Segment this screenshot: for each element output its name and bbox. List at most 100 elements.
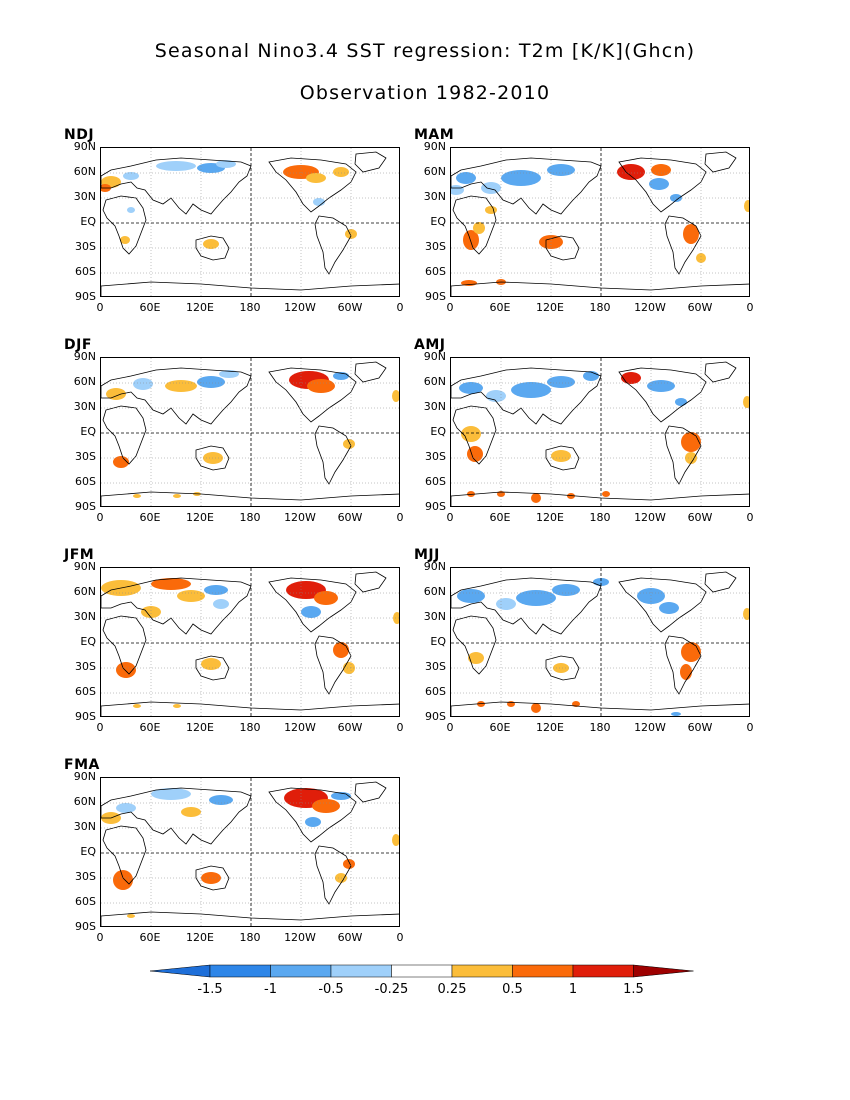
coastline [451, 281, 749, 296]
figure-title: Seasonal Nino3.4 SST regression: T2m [K/… [154, 40, 696, 62]
y-tick-label: 30N [73, 610, 96, 623]
map-jfm [101, 568, 399, 716]
y-tick-label: 30S [425, 660, 446, 673]
coastline [102, 405, 147, 465]
anomaly-patch [173, 704, 181, 708]
x-tick-label: 120W [634, 301, 666, 314]
x-tick-label: 0 [396, 721, 404, 734]
x-tick-label: 60E [139, 301, 161, 314]
y-tick-label: 90S [425, 500, 446, 513]
map-panel-djf: DJF 90N 60N 30N EQ 30S 60S 90S 0 60E 120E 180 120W 60… [64, 337, 404, 537]
anomaly-patch [649, 178, 669, 190]
y-tick-label: 90N [423, 560, 446, 573]
anomaly-patch [314, 591, 338, 605]
coastline [451, 367, 602, 425]
x-tick-label: 0 [746, 721, 754, 734]
colorbar-segment [572, 964, 634, 978]
y-tick-label: 60S [75, 265, 96, 278]
x-tick-label: 0 [96, 301, 104, 314]
x-tick-label: 60E [489, 301, 511, 314]
coastline [451, 577, 602, 635]
y-tick-label: EQ [430, 215, 446, 228]
anomaly-patch [696, 253, 706, 263]
colorbar-tick-label: 0.25 [437, 982, 467, 997]
anomaly-patch [305, 817, 321, 827]
colorbar-tick-label: 0.5 [502, 982, 523, 997]
anomaly-patch [133, 704, 141, 708]
colorbar-segment [209, 964, 271, 978]
anomaly-patch [204, 585, 228, 595]
anomaly-patch [209, 795, 233, 805]
map-frame [100, 147, 400, 297]
coastline [354, 571, 387, 593]
coastline [102, 825, 147, 885]
anomaly-patch [219, 370, 239, 378]
x-tick-label: 120E [536, 301, 564, 314]
map-panel-amj: AMJ 90N 60N 30N EQ 30S 60S 90S 0 60E 120E 180 120W 60… [414, 337, 754, 537]
anomaly-patch [123, 172, 139, 180]
coastline [452, 405, 497, 465]
colorbar-tick-label: -1 [264, 982, 277, 997]
x-tick-label: 120E [186, 931, 214, 944]
coastline [102, 195, 147, 255]
y-tick-label: 60S [75, 895, 96, 908]
coastline [451, 491, 749, 506]
y-tick-label: EQ [430, 425, 446, 438]
y-tick-label: 60N [73, 795, 96, 808]
y-tick-label: 30N [423, 190, 446, 203]
anomaly-patch [181, 807, 201, 817]
colorbar: -1.5 -1 -0.5 -0.25 0.25 0.5 1 1.5 [149, 960, 700, 1010]
y-tick-label: 30S [75, 870, 96, 883]
anomaly-patch [197, 376, 225, 388]
anomaly-patch [343, 859, 355, 869]
coastline [195, 865, 230, 891]
x-tick-label: 60E [139, 511, 161, 524]
coastline [452, 615, 497, 675]
x-tick-label: 60W [687, 721, 713, 734]
colorbar-segment [512, 964, 574, 978]
coastline [545, 655, 580, 681]
y-tick-label: EQ [80, 215, 96, 228]
y-tick-label: 90S [425, 710, 446, 723]
colorbar-tick-label: -0.25 [374, 982, 409, 997]
anomaly-patch [547, 376, 575, 388]
coastline [664, 425, 702, 485]
coastline [101, 281, 399, 296]
anomaly-patch [106, 388, 126, 400]
y-tick-label: EQ [80, 845, 96, 858]
anomaly-patch [120, 236, 130, 244]
anomaly-patch [116, 662, 136, 678]
anomaly-patch [343, 439, 355, 449]
anomaly-patch [127, 207, 135, 213]
x-tick-label: 120E [186, 511, 214, 524]
anomaly-patch [201, 658, 221, 670]
anomaly-patch [201, 872, 221, 884]
map-panel-mam: MAM 90N 60N 30N EQ 30S 60S 90S 0 60E 120E 180 120W 60… [414, 127, 754, 327]
anomaly-patch [552, 584, 580, 596]
y-tick-label: 90S [425, 290, 446, 303]
anomaly-patch [312, 799, 340, 813]
colorbar-min-arrow [149, 964, 211, 978]
x-tick-label: 120W [284, 721, 316, 734]
coastline [545, 235, 580, 261]
x-tick-label: 120E [186, 301, 214, 314]
y-tick-label: 90S [75, 920, 96, 933]
anomaly-patch [463, 230, 479, 250]
x-tick-label: 0 [746, 301, 754, 314]
colorbar-tick-label: -0.5 [318, 982, 344, 997]
map-mjj [451, 568, 749, 716]
anomaly-patch [457, 589, 485, 603]
x-tick-label: 60E [489, 511, 511, 524]
anomaly-patch [651, 164, 671, 176]
coastline [102, 615, 147, 675]
coastline [354, 781, 387, 803]
y-tick-label: 30N [423, 610, 446, 623]
anomaly-patch [681, 432, 701, 452]
y-tick-label: 30S [425, 240, 446, 253]
anomaly-patch [333, 642, 349, 658]
anomaly-patch [461, 426, 481, 442]
coastline [545, 445, 580, 471]
x-tick-label: 60W [337, 301, 363, 314]
x-tick-label: 0 [96, 931, 104, 944]
anomaly-patch [743, 396, 749, 408]
